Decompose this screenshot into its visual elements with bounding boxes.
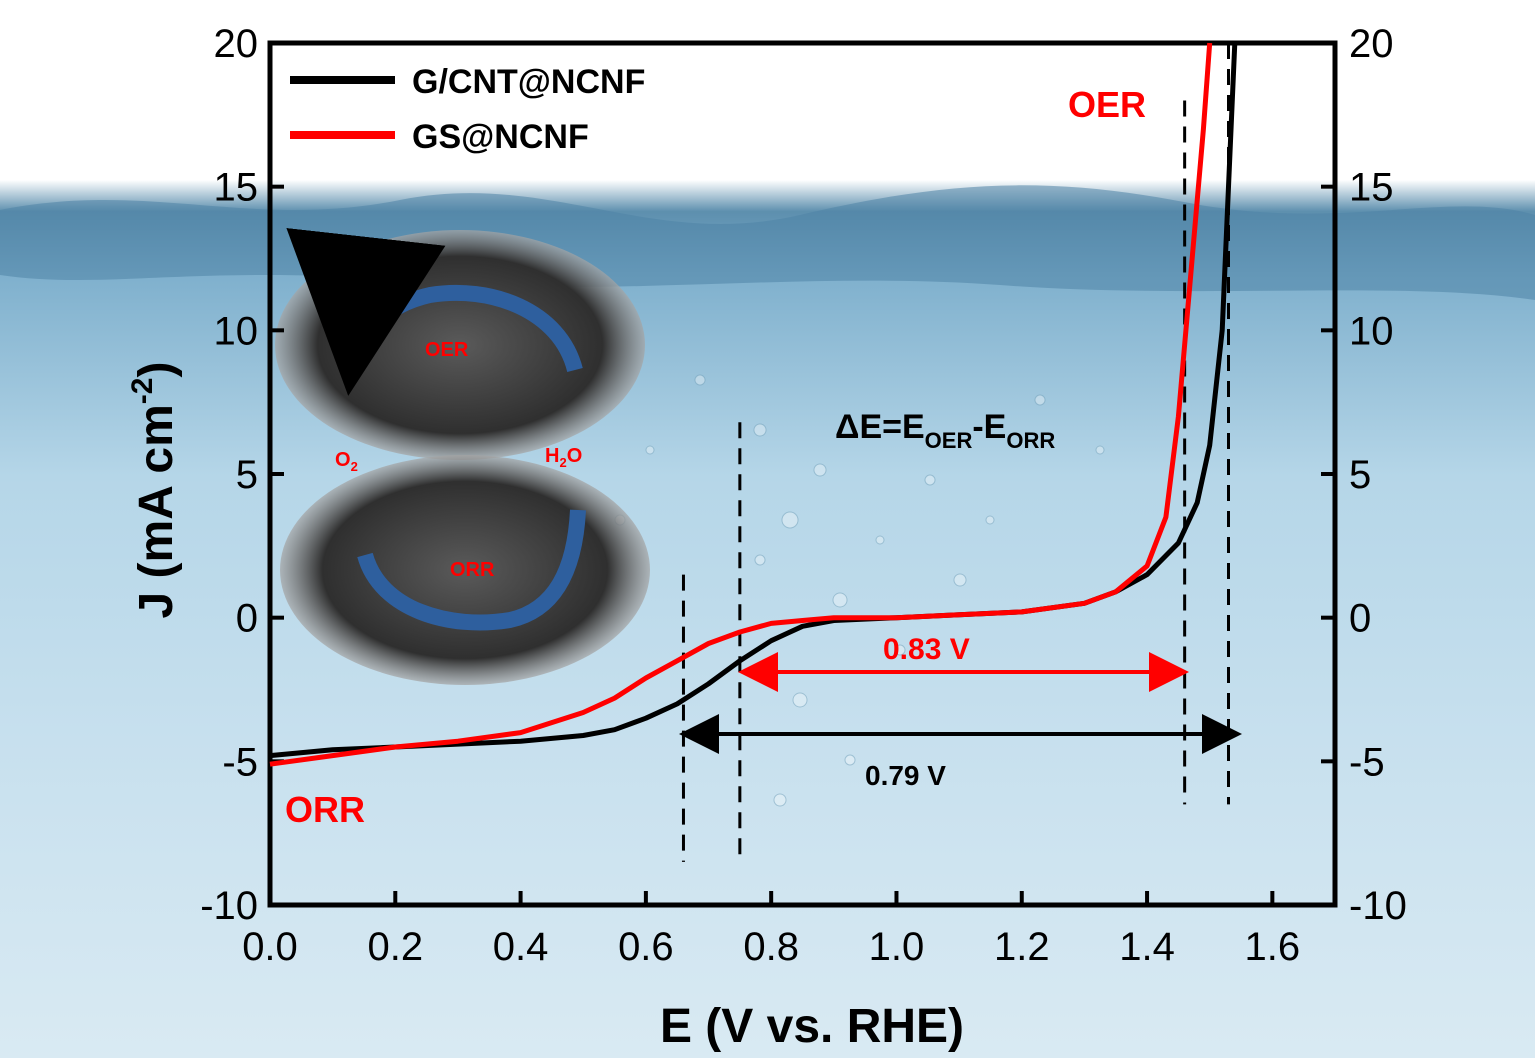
y-tick-label-right: 5 [1349, 453, 1371, 497]
x-axis-label: E (V vs. RHE) [660, 1000, 964, 1053]
x-tick-label: 1.2 [994, 925, 1050, 969]
x-tick-label: 1.4 [1119, 925, 1175, 969]
inset-illustration: OER ORR O2 H2O [275, 228, 650, 685]
x-tick-label: 1.0 [869, 925, 925, 969]
orr-annotation: ORR [285, 789, 365, 830]
inset-orr-label: ORR [450, 559, 495, 581]
legend-label-black: G/CNT@NCNF [412, 63, 645, 101]
inset-o2-label: O2 [335, 449, 358, 474]
red-gap-label: 0.83 V [883, 633, 970, 666]
x-tick-label: 0.6 [618, 925, 674, 969]
y-tick-label-right: -5 [1349, 740, 1385, 784]
y-tick-label-right: 10 [1349, 309, 1394, 353]
y-tick-label-right: 20 [1349, 22, 1394, 66]
y-tick-label-left: 20 [214, 22, 259, 66]
y-tick-label-left: 0 [236, 597, 258, 641]
y-tick-label-left: -10 [200, 884, 258, 928]
black-gap-label: 0.79 V [865, 760, 946, 791]
y-tick-label-left: 15 [214, 166, 259, 210]
series-line-gsncnf [269, 42, 1213, 767]
delta-e-formula: ΔE=EOER-EORR [835, 408, 1055, 453]
y-tick-label-left: -5 [222, 740, 258, 784]
x-tick-label: 0.4 [493, 925, 549, 969]
inset-h2o-label: H2O [545, 445, 582, 470]
oer-annotation: OER [1068, 84, 1146, 125]
inset-oer-arrow-icon [286, 228, 583, 396]
x-tick-label: 0.2 [367, 925, 423, 969]
inset-bottom-ellipse [280, 455, 650, 685]
y-tick-label-left: 10 [214, 309, 259, 353]
inset-oer-label: OER [425, 339, 469, 361]
y-axis-label: J (mA cm-2) [126, 362, 183, 619]
y-tick-label-right: -10 [1349, 884, 1407, 928]
legend-label-red: GS@NCNF [412, 118, 589, 156]
y-tick-label-left: 5 [236, 453, 258, 497]
inset-orr-arrow-icon [357, 509, 586, 631]
x-tick-label: 1.6 [1245, 925, 1301, 969]
x-tick-label: 0.8 [743, 925, 799, 969]
y-tick-label-right: 0 [1349, 597, 1371, 641]
bubbles [614, 374, 1105, 807]
x-tick-label: 0.0 [242, 925, 298, 969]
series-lines [269, 42, 1238, 767]
series-line-gcntncnf [269, 42, 1238, 759]
y-tick-label-right: 15 [1349, 166, 1394, 210]
legend: G/CNT@NCNF GS@NCNF [290, 63, 645, 156]
